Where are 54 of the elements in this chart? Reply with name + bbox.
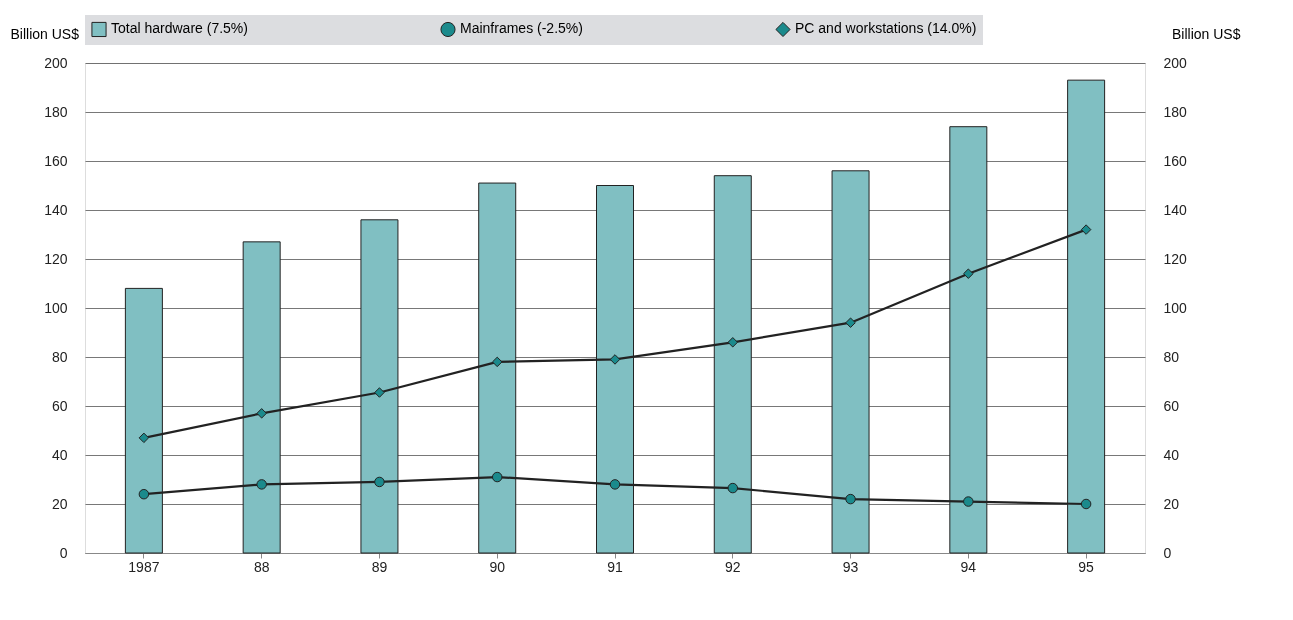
y2-axis-title: Billion US$ [1172,25,1241,42]
y2-tick-label: 160 [1163,152,1188,169]
point [609,354,621,365]
y-tick-label: 0 [59,544,68,561]
x-tick-label: 92 [724,558,741,575]
point [727,482,739,494]
point [256,408,267,419]
y2-tick-label: 180 [1163,103,1188,120]
x-tick-label: 94 [960,558,977,575]
point [963,268,974,279]
legend-label: Total hardware (7.5%) [111,20,248,37]
y-tick-label: 140 [44,201,68,218]
point [963,496,974,507]
y2-tick-label: 40 [1163,446,1180,463]
x-tick-label: 93 [842,558,859,575]
point [1080,224,1092,235]
point [256,479,267,490]
x-tick-label: 89 [371,558,388,575]
y-tick-label: 120 [44,250,68,267]
point [845,493,856,505]
x-tick-label: 1987 [128,558,160,575]
y-tick-label: 160 [44,152,68,169]
y2-tick-label: 20 [1163,495,1180,512]
y2-tick-label: 60 [1163,397,1180,414]
point [845,317,856,328]
x-tick-label: 91 [607,558,623,575]
x-tick-label: 90 [489,558,506,575]
y2-tick-label: 0 [1163,544,1172,561]
legend-label: Mainframes (-2.5%) [460,20,583,37]
y2-tick-label: 100 [1163,299,1188,316]
point [374,476,385,488]
y-tick-label: 180 [44,103,68,120]
point [609,479,621,490]
point [138,488,150,500]
y-tick-label: 60 [51,397,68,414]
y-tick-label: 200 [44,54,68,71]
point [491,471,503,483]
point [491,356,503,368]
point [1080,498,1092,510]
point [374,387,385,398]
y-tick-label: 20 [51,495,68,512]
y2-tick-label: 200 [1163,54,1188,71]
y-tick-label: 100 [44,299,68,316]
y2-tick-label: 80 [1163,348,1180,365]
y-axis-title: Billion US$ [10,25,80,42]
y-tick-label: 40 [51,446,68,463]
y2-tick-label: 120 [1163,250,1188,267]
x-tick-label: 95 [1078,558,1095,575]
y-tick-label: 80 [51,348,68,365]
point [138,432,150,444]
legend-label: PC and workstations (14.0%) [795,20,977,37]
y2-tick-label: 140 [1163,201,1188,218]
x-tick-label: 88 [253,558,270,575]
point [727,337,739,348]
